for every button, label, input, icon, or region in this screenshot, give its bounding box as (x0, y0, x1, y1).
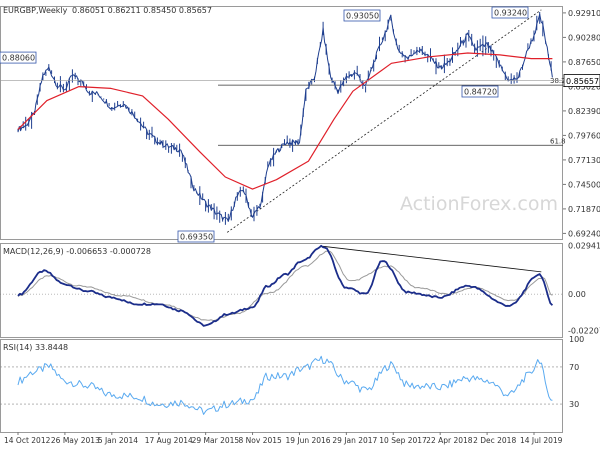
price-annotation-box (343, 9, 381, 22)
rsi-y-tick-label: 30 (569, 400, 579, 409)
x-tick-label: 10 Sep 2017 (379, 436, 427, 445)
x-tick-label: 26 May 2013 (51, 436, 100, 445)
current-price-label: 0.85657 (566, 77, 599, 86)
fib-level-label: 61.8 (550, 137, 566, 145)
macd-signal-line (17, 250, 553, 322)
current-price-box (563, 74, 600, 87)
price-annotation-label: 0.88060 (2, 54, 35, 63)
price-y-tick-label: 0.90280 (568, 33, 600, 42)
macd-line (17, 244, 554, 327)
rsi-y-tick-label: 100 (569, 335, 584, 344)
rsi-line (17, 355, 553, 415)
price-annotation-box (177, 230, 215, 243)
macd-panel-frame (0, 243, 563, 338)
price-annotation-box (0, 51, 37, 64)
price-y-tick-label: 0.82390 (568, 107, 600, 116)
price-y-tick-label: 0.71870 (568, 205, 600, 214)
x-tick-label: 8 Nov 2015 (239, 436, 282, 445)
x-tick-label: 29 Jan 2017 (332, 436, 377, 445)
moving-average-line (17, 52, 553, 190)
price-annotation-label: 0.84720 (464, 88, 497, 97)
price-ohlc-readout: 0.86051 0.86211 0.85450 0.85657 (72, 6, 212, 15)
macd-panel: 0.029412 0.00 -0.022074 MACD(12,26,9) -0.00… (0, 242, 600, 338)
price-annotation-box (461, 85, 499, 98)
x-tick-label: 14 Oct 2012 (4, 436, 51, 445)
price-y-tick-label: 0.69240 (568, 229, 600, 238)
price-annotation-label: 0.93240 (494, 9, 527, 18)
watermark: ActionForex.com (400, 193, 558, 215)
price-annotation-box (491, 6, 529, 19)
rsi-panel: 100 70 30 RSI(14) 33.8448 (0, 335, 584, 433)
price-line (17, 13, 553, 222)
fib-level-label: 38.2 (550, 77, 566, 85)
macd-y-tick-label: 0.00 (568, 290, 586, 299)
price-y-tick-label: 0.85020 (568, 82, 600, 91)
macd-divergence-line (323, 245, 542, 273)
x-tick-label: 19 Jun 2016 (285, 436, 330, 445)
rsi-y-tick-label: 70 (569, 363, 579, 372)
x-tick-label: 5 Jan 2014 (98, 436, 138, 445)
price-y-tick-label: 0.74500 (568, 180, 600, 189)
x-tick-label: 14 Jul 2019 (520, 436, 563, 445)
macd-y-tick-label: -0.022074 (568, 327, 600, 336)
price-y-tick-label: 0.87650 (568, 58, 600, 67)
x-tick-label: 29 Mar 2015 (192, 436, 240, 445)
rsi-title: RSI(14) 33.8448 (3, 343, 68, 352)
price-y-tick-label: 0.79760 (568, 131, 600, 140)
x-tick-label: 22 Apr 2018 (426, 436, 473, 445)
price-y-tick-label: 0.92910 (568, 9, 600, 18)
price-panel-frame (0, 6, 563, 240)
x-tick-label: 17 Aug 2014 (145, 436, 193, 445)
price-panel: 0.92910 0.90280 0.87650 0.85020 0.82390 0.797… (0, 6, 600, 243)
macd-y-tick-label: 0.029412 (568, 242, 600, 251)
x-tick-label: 2 Dec 2018 (473, 436, 516, 445)
price-y-tick-label: 0.77130 (568, 156, 600, 165)
price-annotation-label: 0.69350 (180, 233, 213, 242)
price-chart-title: EURGBP,Weekly (3, 6, 68, 15)
price-annotation-label: 0.93050 (346, 12, 379, 21)
macd-title: MACD(12,26,9) -0.006653 -0.000728 (3, 247, 151, 256)
